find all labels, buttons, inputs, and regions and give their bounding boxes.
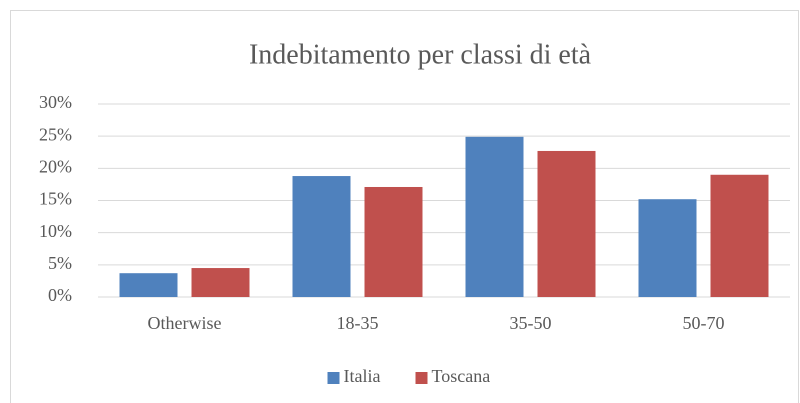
y-tick-label: 15% (39, 189, 72, 209)
x-tick-label: 35-50 (510, 313, 552, 333)
y-tick-label: 10% (39, 221, 72, 241)
legend-label: Toscana (432, 366, 491, 386)
chart-title: Indebitamento per classi di età (249, 39, 592, 70)
bar (119, 273, 178, 297)
x-tick-label: Otherwise (148, 313, 222, 333)
x-tick-label: 50-70 (683, 313, 725, 333)
y-tick-label: 20% (39, 156, 72, 176)
bar (292, 176, 351, 297)
bar (364, 186, 423, 297)
y-tick-label: 5% (48, 253, 72, 273)
bar (537, 150, 596, 297)
y-tick-label: 0% (48, 285, 72, 305)
bar (191, 268, 250, 297)
bar (465, 136, 524, 297)
legend-swatch (327, 372, 340, 384)
legend-label: Italia (344, 366, 381, 386)
y-tick-label: 30% (39, 92, 72, 112)
bar (638, 199, 697, 297)
y-tick-label: 25% (39, 124, 72, 144)
legend-swatch (415, 372, 428, 384)
x-tick-label: 18-35 (337, 313, 379, 333)
bar (710, 174, 769, 297)
